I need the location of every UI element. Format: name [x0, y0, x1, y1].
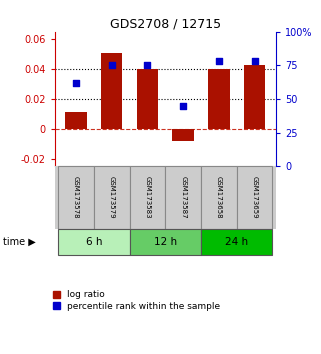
Bar	[58, 228, 130, 255]
Text: 6 h: 6 h	[86, 237, 102, 247]
Bar	[65, 113, 87, 129]
Bar	[137, 69, 158, 129]
Bar	[130, 228, 201, 255]
Text: GSM173583: GSM173583	[144, 176, 151, 219]
Bar	[172, 129, 194, 141]
Bar	[130, 166, 165, 228]
Bar	[201, 166, 237, 228]
Text: 12 h: 12 h	[154, 237, 177, 247]
Text: GSM173587: GSM173587	[180, 176, 186, 219]
Bar	[237, 166, 273, 228]
Legend: log ratio, percentile rank within the sample: log ratio, percentile rank within the sa…	[53, 290, 220, 310]
Point	[109, 63, 114, 68]
Text: GSM173579: GSM173579	[109, 176, 115, 219]
Text: time ▶: time ▶	[3, 237, 36, 247]
Text: GSM173659: GSM173659	[252, 176, 258, 219]
Bar	[244, 65, 265, 129]
Point	[145, 63, 150, 68]
Text: 24 h: 24 h	[225, 237, 248, 247]
Point	[252, 58, 257, 64]
Text: GSM173658: GSM173658	[216, 176, 222, 219]
Bar	[165, 166, 201, 228]
Title: GDS2708 / 12715: GDS2708 / 12715	[110, 18, 221, 31]
Point	[216, 58, 221, 64]
Bar	[94, 166, 130, 228]
Text: GSM173578: GSM173578	[73, 176, 79, 219]
Bar	[201, 228, 273, 255]
Bar	[58, 166, 94, 228]
Bar	[208, 69, 230, 129]
Point	[74, 80, 79, 86]
Point	[181, 103, 186, 109]
Bar	[101, 53, 122, 129]
